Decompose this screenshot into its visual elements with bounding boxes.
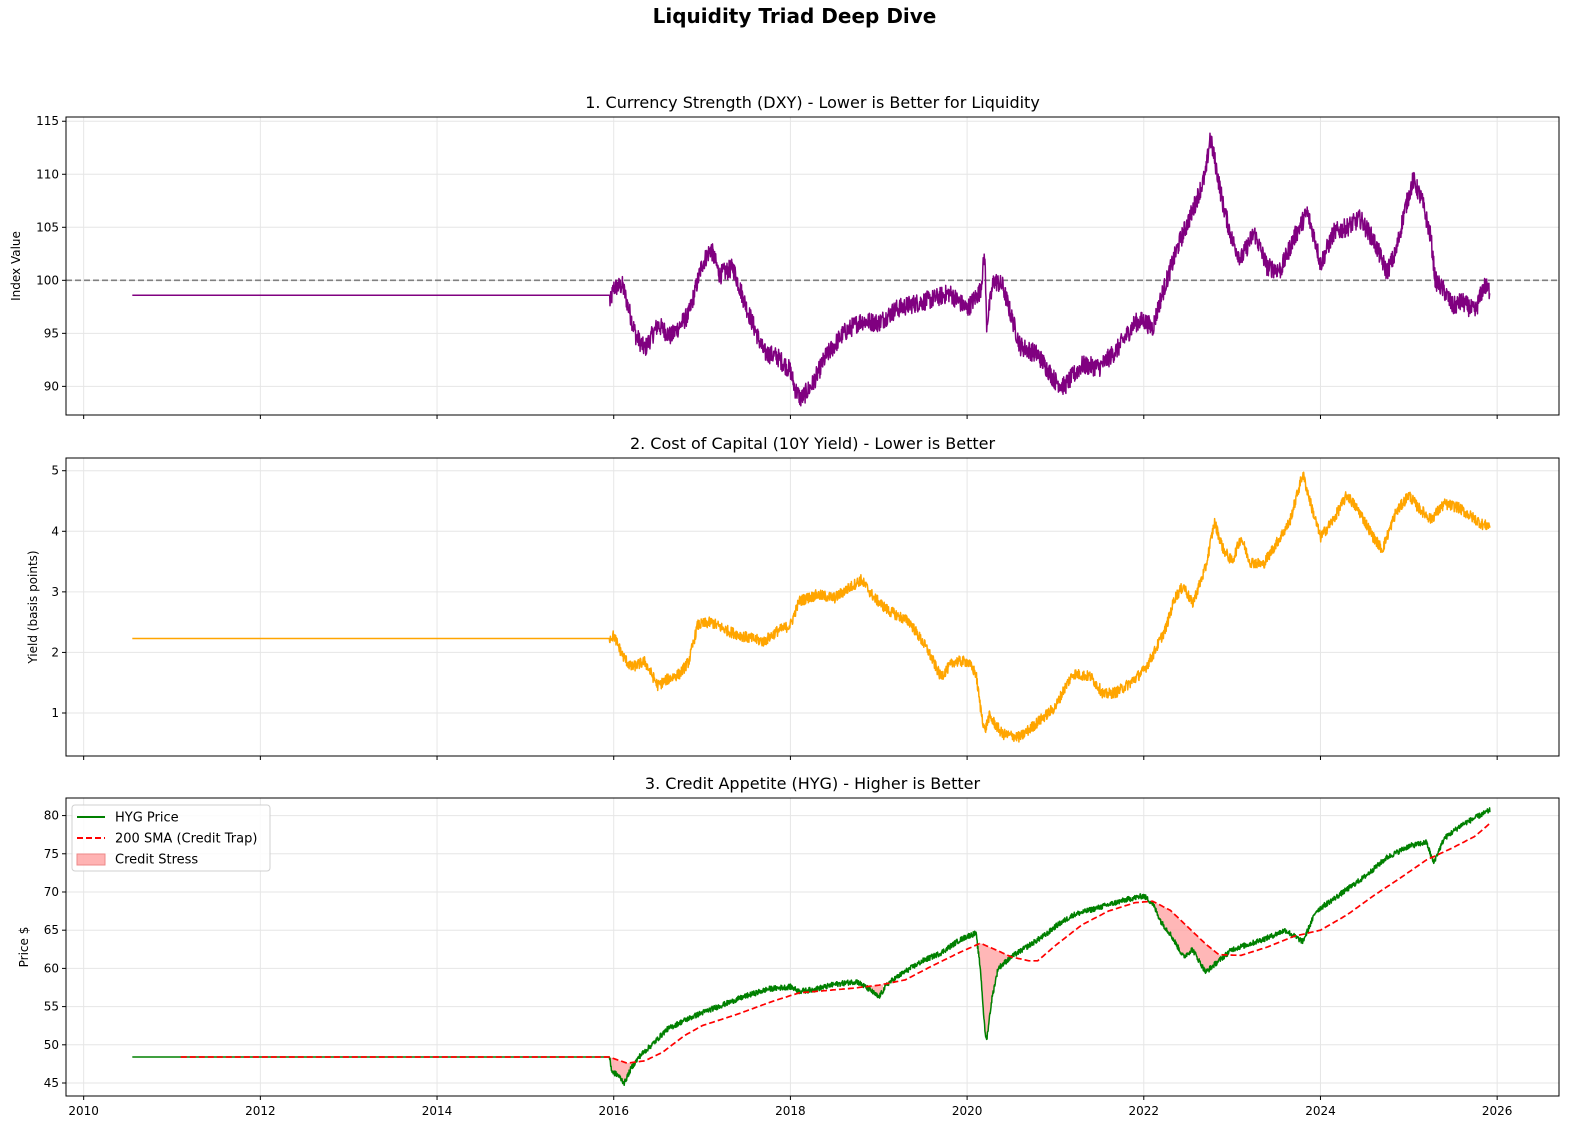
y-tick-label: 60: [44, 961, 59, 975]
y-tick-label: 80: [44, 809, 59, 823]
subplot-3: 2010 2012 2014 2016 2018 2020 2022 2024 2026 45 50…: [17, 774, 1560, 1118]
legend-label: HYG Price: [115, 811, 179, 826]
legend: HYG Price 200 SMA (Credit Trap) Credit Str…: [71, 804, 271, 872]
y-axis-label: Index Value: [9, 231, 23, 301]
x-tick-label: 2014: [422, 1104, 453, 1118]
subplot-title: 1. Currency Strength (DXY) - Lower is Be…: [585, 93, 1040, 112]
y-tick-label: 55: [44, 1000, 59, 1014]
y-tick-label: 5: [51, 464, 59, 478]
legend-swatch-stress: [76, 853, 106, 866]
x-tick-label: 2026: [1482, 1104, 1513, 1118]
subplot-title: 2. Cost of Capital (10Y Yield) - Lower i…: [630, 434, 996, 453]
series-line-10y-yield: [132, 471, 1491, 743]
axes-frame: [65, 116, 1560, 416]
y-tick-label: 4: [51, 524, 59, 538]
y-axis-label: Yield (basis points): [26, 550, 40, 664]
y-tick-label: 105: [36, 220, 59, 234]
y-tick-label: 95: [44, 326, 59, 340]
y-tick-label: 1: [51, 706, 59, 720]
y-tick-label: 75: [44, 847, 59, 861]
x-tick-label: 2010: [68, 1104, 99, 1118]
y-tick-label: 100: [36, 273, 59, 287]
y-tick-label: 115: [36, 114, 59, 128]
x-tick-label: 2016: [598, 1104, 629, 1118]
x-tick-label: 2012: [245, 1104, 276, 1118]
series-line-hyg-price: [132, 807, 1491, 1087]
plot-area: [132, 807, 1491, 1087]
credit-stress-area: [609, 1056, 654, 1086]
series-line-200-sma-credit-trap-: [180, 822, 1491, 1064]
x-tick-label: 2024: [1305, 1104, 1336, 1118]
figure-title: Liquidity Triad Deep Dive: [652, 4, 937, 28]
y-tick-label: 2: [51, 645, 59, 659]
y-tick-label: 50: [44, 1038, 59, 1052]
axes-frame: [65, 797, 1560, 1097]
plot-area: [132, 471, 1491, 743]
x-tick-label: 2020: [952, 1104, 983, 1118]
y-tick-label: 90: [44, 379, 59, 393]
credit-stress-area: [1148, 901, 1228, 974]
y-tick-label: 65: [44, 923, 59, 937]
y-tick-label: 3: [51, 585, 59, 599]
axes-frame: [65, 457, 1560, 757]
credit-stress-area: [977, 943, 1016, 1040]
y-tick-label: 70: [44, 885, 59, 899]
subplot-2: 1 2 3 4 5 2. Cost of Capital (10Y Yield) - Lo…: [26, 434, 1560, 760]
y-tick-label: 110: [36, 167, 59, 181]
subplot-title: 3. Credit Appetite (HYG) - Higher is Bet…: [645, 774, 981, 793]
x-tick-label: 2018: [775, 1104, 806, 1118]
legend-label: Credit Stress: [115, 853, 198, 868]
plot-area: [66, 132, 1559, 407]
x-tick-label: 2022: [1129, 1104, 1160, 1118]
y-axis-label: Price $: [17, 927, 31, 968]
subplot-1: 90 95 100 105 110 115 1. Currency Strength (DX…: [9, 93, 1560, 419]
legend-label: 200 SMA (Credit Trap): [115, 832, 257, 847]
y-tick-label: 45: [44, 1076, 59, 1090]
series-line-dxy: [132, 132, 1491, 407]
legend-frame: [71, 804, 271, 872]
